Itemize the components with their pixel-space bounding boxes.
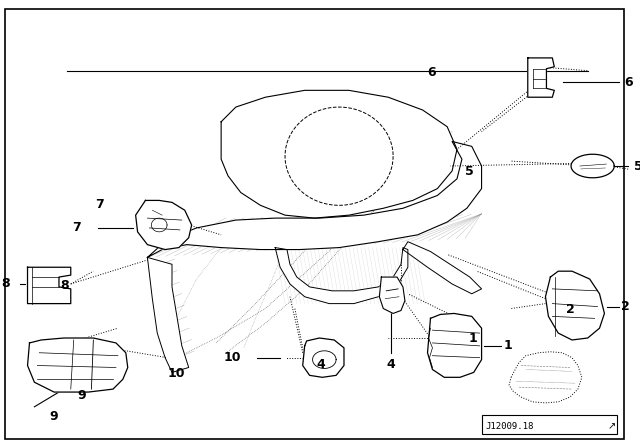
Polygon shape (509, 352, 582, 403)
Text: 2: 2 (566, 303, 575, 316)
Polygon shape (571, 154, 614, 178)
Text: 5: 5 (634, 159, 640, 172)
Text: 1: 1 (503, 340, 512, 353)
Text: 4: 4 (316, 358, 325, 371)
Text: 2: 2 (621, 300, 630, 313)
Text: 8: 8 (60, 279, 68, 292)
Text: 1: 1 (468, 332, 477, 345)
Polygon shape (275, 248, 408, 304)
Text: J12009.18: J12009.18 (486, 422, 534, 431)
Bar (481, 415, 617, 434)
Polygon shape (403, 241, 481, 294)
Text: ↗: ↗ (607, 422, 616, 431)
Text: 7: 7 (95, 198, 104, 211)
Polygon shape (28, 338, 128, 392)
Text: 8: 8 (1, 277, 10, 290)
Polygon shape (136, 200, 191, 250)
Polygon shape (28, 267, 71, 304)
Text: 10: 10 (223, 351, 241, 364)
Polygon shape (147, 142, 481, 258)
Text: 7: 7 (72, 221, 81, 234)
Polygon shape (147, 258, 189, 372)
Text: 6: 6 (624, 76, 633, 89)
Text: 6: 6 (428, 65, 436, 78)
Polygon shape (380, 277, 405, 314)
Text: 5: 5 (465, 165, 474, 178)
Polygon shape (528, 58, 554, 97)
Polygon shape (303, 338, 344, 377)
Text: 9: 9 (77, 389, 86, 402)
Text: 10: 10 (168, 367, 186, 380)
Polygon shape (428, 314, 481, 377)
Text: 4: 4 (387, 358, 396, 370)
Polygon shape (545, 271, 604, 340)
Polygon shape (221, 90, 457, 218)
Text: 9: 9 (50, 410, 58, 423)
